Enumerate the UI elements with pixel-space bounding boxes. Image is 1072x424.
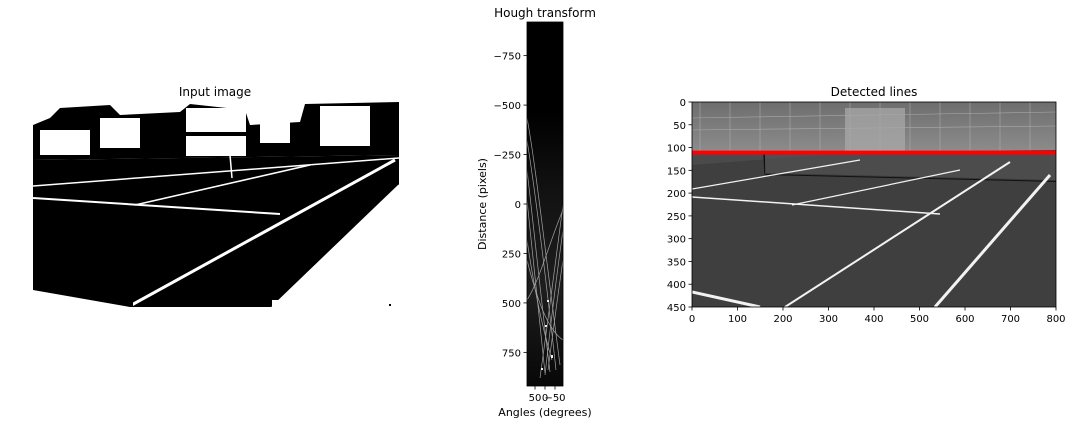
detected-x-tick-label: 600 — [955, 314, 974, 325]
detected-image-court-lines — [692, 159, 1052, 307]
input-image-panel: Input image — [33, 85, 399, 307]
detected-x-tick-label: 400 — [864, 314, 883, 325]
hough-y-tick-label: −250 — [494, 151, 521, 162]
input-image-scenery — [33, 102, 399, 160]
detected-x-tick-label: 500 — [910, 314, 929, 325]
hough-heatmap — [527, 22, 563, 386]
detected-image-net — [763, 151, 1056, 182]
hough-y-tick-label: −500 — [494, 101, 521, 112]
detected-y-tick-label: 150 — [667, 166, 686, 177]
hough-y-tick-label: 250 — [502, 249, 521, 260]
detected-y-tick-label: 200 — [667, 189, 686, 200]
hough-x-tick-label: 50 — [529, 393, 542, 404]
input-image — [33, 102, 399, 307]
hough-x-label: Angles (degrees) — [498, 406, 591, 419]
input-image-court — [33, 158, 399, 307]
detected-y-tick-label: 250 — [667, 212, 686, 223]
hough-y-tick-label: −750 — [494, 52, 521, 63]
detected-lines-title: Detected lines — [831, 85, 918, 99]
detected-y-tick-label: 100 — [667, 144, 686, 155]
hough-y-tick-label: 500 — [502, 299, 521, 310]
hough-y-tick-label: 750 — [502, 348, 521, 359]
detected-lines-panel: Detected lines — [667, 85, 1066, 325]
detected-x-tick-label: 300 — [819, 314, 838, 325]
detected-y-tick-label: 50 — [673, 121, 686, 132]
detected-x-tick-label: 0 — [689, 314, 695, 325]
input-image-court-lines — [33, 154, 399, 307]
hough-x-tick-label: 0 — [542, 393, 548, 404]
detected-x-axis: 0 100 200 300 400 500 600 700 800 — [689, 307, 1066, 325]
hough-x-axis: 50 0−50 — [529, 386, 566, 404]
detected-x-tick-label: 800 — [1046, 314, 1065, 325]
detected-y-tick-label: 450 — [667, 303, 686, 314]
hough-y-label: Distance (pixels) — [476, 158, 489, 250]
detected-x-tick-label: 100 — [728, 314, 747, 325]
hough-x-tick-label: −50 — [544, 393, 565, 404]
detected-x-tick-label: 200 — [773, 314, 792, 325]
detected-y-tick-label: 300 — [667, 235, 686, 246]
detected-image-court — [692, 150, 1056, 307]
detected-y-tick-label: 400 — [667, 280, 686, 291]
hough-y-tick-label: 0 — [515, 200, 521, 211]
hough-title: Hough transform — [494, 6, 596, 20]
input-image-title: Input image — [179, 85, 251, 99]
hough-y-axis: −750 −500 −250 0 250 500 750 — [494, 52, 527, 359]
hough-panel: Hough transform — [476, 6, 596, 419]
hough-peaks — [541, 300, 553, 370]
detected-image — [692, 102, 1056, 307]
detected-x-tick-label: 700 — [1001, 314, 1020, 325]
detected-y-axis: 0 50 100 150 200 250 300 350 400 450 — [667, 98, 692, 314]
hough-sinusoids — [527, 117, 563, 379]
detected-y-tick-label: 350 — [667, 257, 686, 268]
detected-y-tick-label: 0 — [680, 98, 686, 109]
